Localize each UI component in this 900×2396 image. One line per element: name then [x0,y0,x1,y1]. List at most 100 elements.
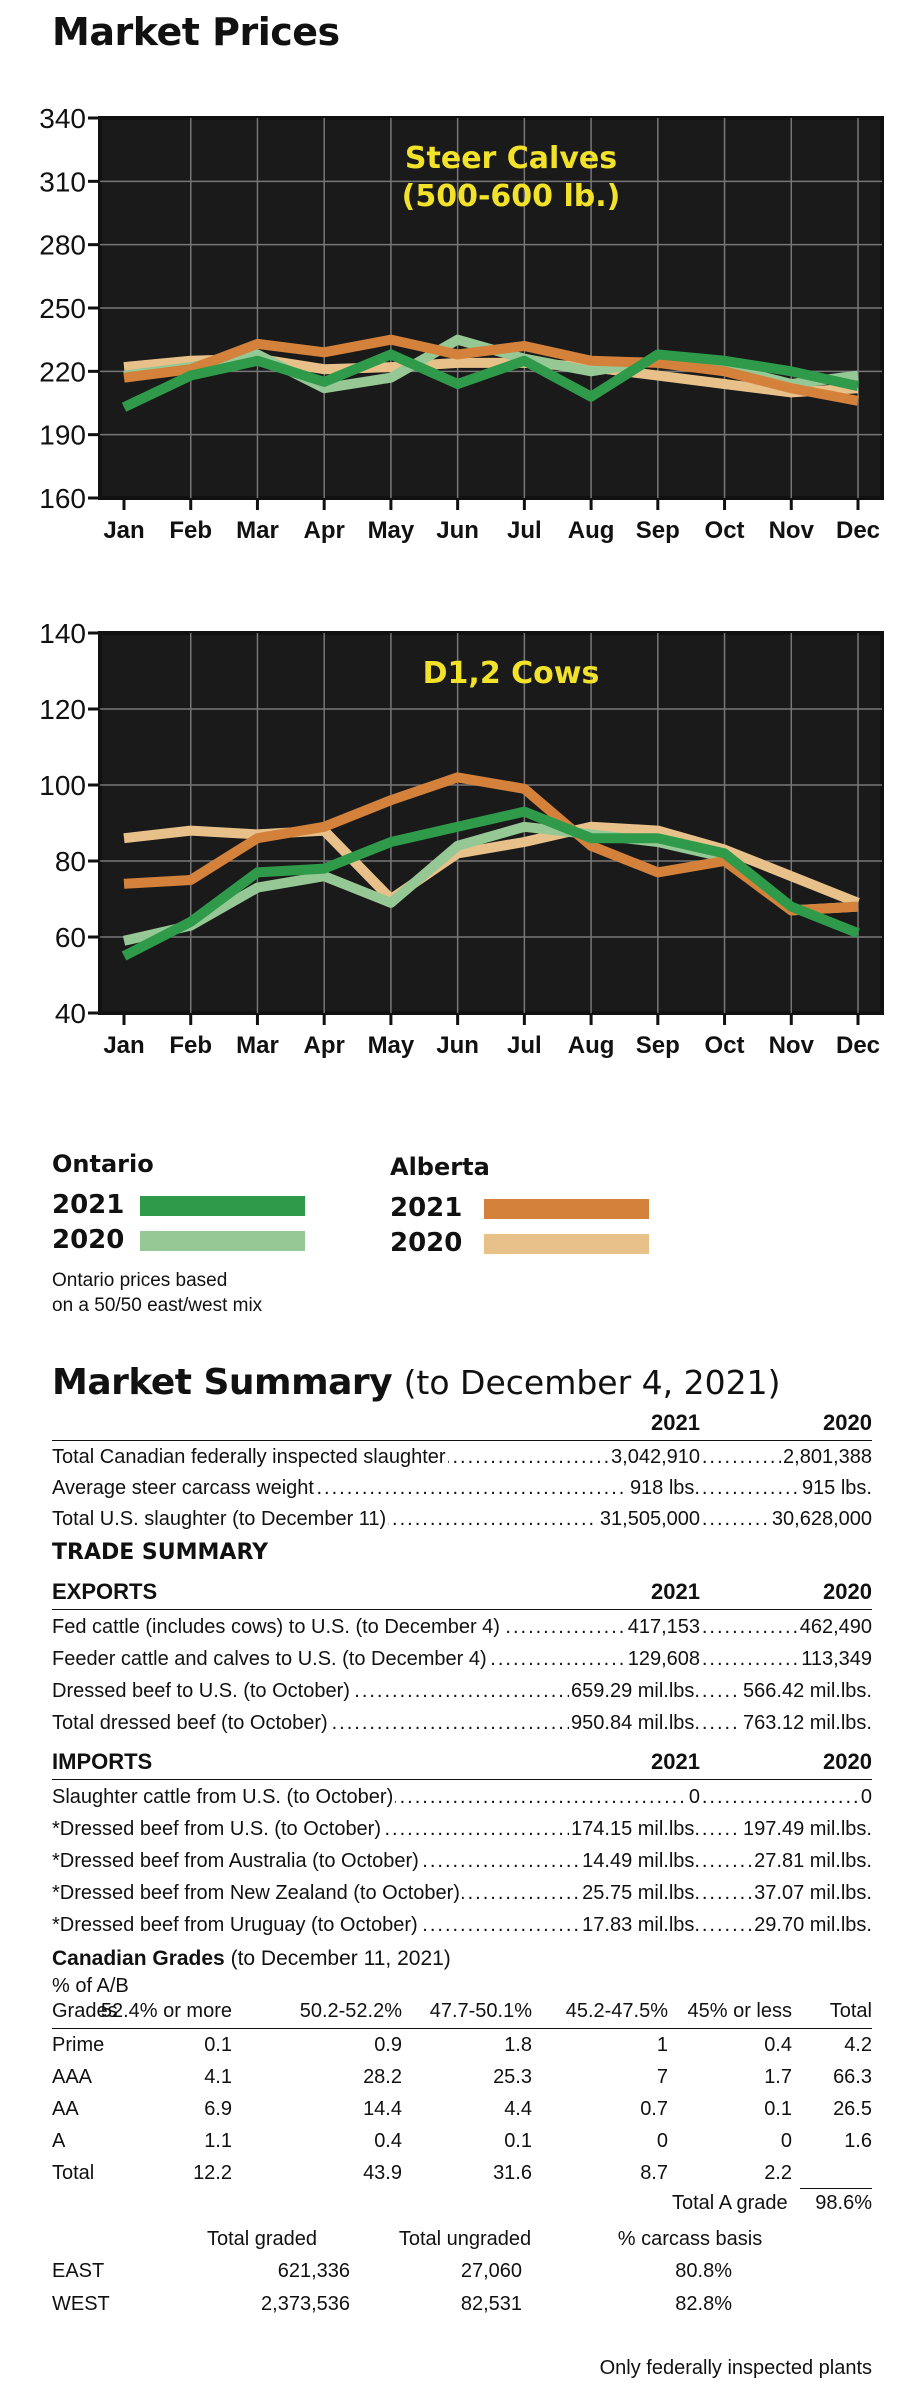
exports-rule [52,1609,872,1610]
grades-cell: 0.4 [764,2034,792,2056]
chart-title: Steer Calves [405,141,617,176]
grades-cell: 0.9 [374,2034,402,2056]
y-tick-label: 80 [55,846,86,877]
ontario-note: Ontario prices based on a 50/50 east/wes… [52,1268,262,1318]
graded-header-cell: Total ungraded [398,2228,532,2250]
x-tick-label: Sep [636,517,680,544]
data-row: ........................................… [52,1676,872,1706]
x-tick-label: May [368,517,415,544]
x-tick-label: Jun [436,517,479,544]
x-tick-label: Dec [836,517,880,544]
page-title: Market Prices [52,10,340,54]
x-tick-label: Nov [769,1032,815,1059]
summary-header-row: 2021 2020 [52,1408,872,1438]
row-label: *Dressed beef from U.S. (to October) [52,1814,384,1844]
grades-header-rule [52,2028,872,2029]
grades-cell: 0.7 [640,2098,668,2120]
grades-cell: 1.8 [504,2034,532,2056]
series-line-alberta-2021 [123,334,859,406]
imports-header-row: IMPORTS 2021 2020 [52,1747,872,1777]
graded-cell: 80.8% [675,2260,732,2282]
row-value-2020: 2,801,388 [781,1442,872,1472]
series-line-alberta-2021 [123,772,859,916]
graded-header-cell: % carcass basis [617,2228,763,2250]
grades-cell: Prime [52,2034,105,2056]
data-row: ........................................… [52,1814,872,1844]
x-tick-label: Nov [769,517,815,544]
x-tick-label: Apr [304,1032,345,1059]
market-summary-title: Market Summary (to December 4, 2021) [52,1362,781,1403]
x-tick-label: Apr [304,517,345,544]
data-row: ........................................… [52,1708,872,1738]
y-tick-label: 40 [55,998,86,1029]
y-tick-label: 280 [39,230,86,261]
graded-cell: EAST [52,2260,105,2282]
grades-cell: 4.4 [504,2098,532,2120]
grades-header-cell: 45% or less [687,2000,793,2022]
legend-alberta-2020: 2020 [390,1228,463,1258]
row-value-2020: 763.12 mil.lbs. [741,1708,872,1738]
y-tick-label: 100 [39,770,86,801]
grades-header-cell: Grades [52,2000,118,2022]
row-value-2021: 17.83 mil.lbs. [580,1910,702,1940]
grades-cell: 26.5 [833,2098,872,2120]
grades-cell: 1 [656,2034,668,2056]
data-row: ........................................… [52,1846,872,1876]
grades-heading: Canadian Grades [52,1947,225,1970]
y-tick-label: 60 [55,922,86,953]
grades-cell: 6.9 [204,2098,232,2120]
legend-ontario-2021: 2021 [52,1190,125,1220]
exports-col-2020: 2020 [821,1577,872,1607]
legend-ontario-title: Ontario [52,1150,154,1178]
total-a-grade-value: 98.6% [815,2192,872,2214]
row-value-2021: 31,505,000 [597,1504,702,1534]
row-label: *Dressed beef from Uruguay (to October) [52,1910,420,1940]
total-a-rule [800,2188,872,2189]
row-label: Average steer carcass weight [52,1473,316,1503]
grades-cell: 0.1 [504,2130,532,2152]
data-row: ........................................… [52,1782,872,1812]
graded-cell: 82.8% [675,2293,732,2315]
row-label: *Dressed beef from Australia (to October… [52,1846,421,1876]
grades-cell: Total [52,2162,95,2184]
x-tick-label: Jan [103,1032,144,1059]
grades-cell: 0.1 [204,2034,232,2056]
data-row: ........................................… [52,1644,872,1674]
x-tick-label: Dec [836,1032,880,1059]
x-tick-label: Jan [103,517,144,544]
y-tick-label: 340 [39,103,86,134]
row-value-2020: 197.49 mil.lbs. [741,1814,872,1844]
data-row: ........................................… [52,1878,872,1908]
summary-col-2020: 2020 [821,1408,872,1438]
y-tick-label: 220 [39,356,86,387]
row-value-2020: 0 [858,1782,872,1812]
row-value-2021: 659.29 mil.lbs. [569,1676,702,1706]
row-value-2020: 29.70 mil.lbs. [752,1910,872,1940]
legend-alberta-title: Alberta [390,1153,490,1181]
grades-cell: 0 [656,2130,668,2152]
exports-header-row: EXPORTS 2021 2020 [52,1577,872,1607]
row-label: Total U.S. slaughter (to December 11) [52,1504,389,1534]
legend-alberta-2021-swatch [484,1199,649,1219]
legend-ontario-2020-swatch [140,1231,305,1251]
series-line-ontario-2021 [121,349,860,412]
x-tick-label: Aug [568,1032,615,1059]
row-value-2020: 915 lbs. [799,1473,872,1503]
row-label: Dressed beef to U.S. (to October) [52,1676,352,1706]
summary-col-2021: 2021 [649,1408,702,1438]
grades-pct-label: % of A/B [52,1975,129,1997]
y-tick-label: 160 [39,483,86,514]
data-row: ........................................… [52,1910,872,1940]
x-tick-label: Jun [436,1032,479,1059]
row-value-2021: 0 [686,1782,702,1812]
row-value-2021: 918 lbs. [627,1473,702,1503]
y-tick-label: 190 [39,420,86,451]
graded-cell: 27,060 [460,2260,522,2282]
row-label: Total dressed beef (to October) [52,1708,330,1738]
legend-alberta-2020-swatch [484,1234,649,1254]
y-tick-label: 120 [39,694,86,725]
grades-cell: 31.6 [493,2162,532,2184]
grades-cell: A [52,2130,66,2152]
imports-col-2021: 2021 [649,1747,702,1777]
row-value-2021: 3,042,910 [609,1442,702,1472]
